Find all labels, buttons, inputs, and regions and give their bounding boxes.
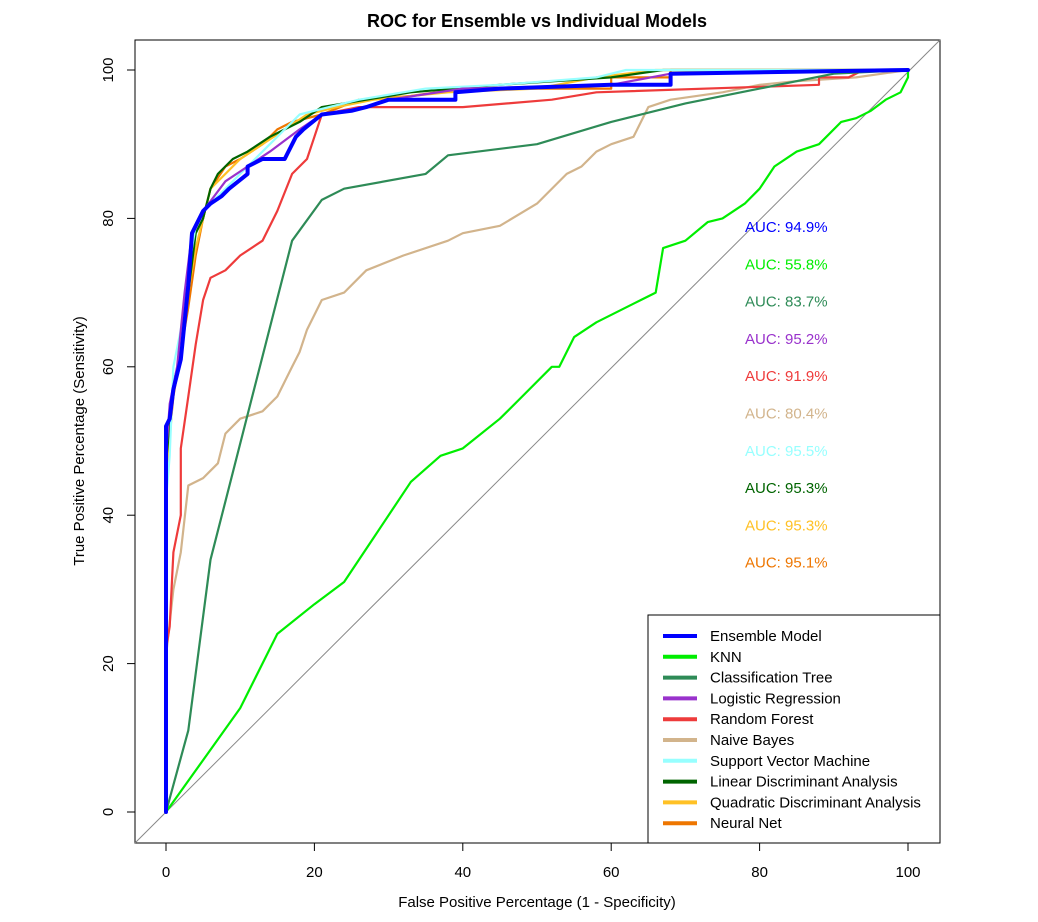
legend-label: Random Forest [710,711,814,728]
y-axis: 0 20 40 60 80 100 [100,57,136,816]
auc-labels: AUC: 94.9% AUC: 55.8% AUC: 83.7% AUC: 95.2%… [745,219,828,572]
auc-label: AUC: 80.4% [745,406,828,423]
x-axis-label: False Positive Percentage (1 - Specifici… [398,894,676,911]
legend: Ensemble Model KNN Classification Tree Logi… [647,614,941,844]
legend-label: Quadratic Discriminant Analysis [710,794,921,811]
series-layer [164,68,910,814]
x-tick-label: 80 [751,864,768,881]
series-line-random-forest [164,68,865,814]
legend-label: Neural Net [710,815,783,832]
legend-label: KNN [710,649,742,666]
auc-label: AUC: 95.1% [745,555,828,572]
y-tick-label: 40 [100,507,117,524]
auc-label: AUC: 94.9% [745,219,828,236]
x-tick-label: 100 [895,864,920,881]
y-tick-label: 80 [100,210,117,227]
auc-label: AUC: 55.8% [745,256,828,273]
auc-label: AUC: 83.7% [745,294,828,311]
auc-label: AUC: 95.5% [745,443,828,460]
auc-label: AUC: 95.3% [745,480,828,497]
series-line-knn [164,68,910,814]
y-tick-label: 60 [100,358,117,375]
diagonal-reference-line [134,39,941,844]
auc-label: AUC: 95.2% [745,331,828,348]
legend-label: Support Vector Machine [710,753,870,770]
plot-area [134,39,941,844]
x-tick-label: 40 [454,864,471,881]
y-tick-label: 100 [100,57,117,82]
legend-label: Naive Bayes [710,732,794,749]
series-line-classification-tree [164,68,910,814]
y-tick-label: 0 [100,808,117,816]
y-axis-label: True Positive Percentage (Sensitivity) [71,316,88,566]
legend-box [647,614,941,844]
series-line-ensemble-model [164,68,910,814]
auc-label: AUC: 95.3% [745,517,828,534]
legend-label: Ensemble Model [710,628,822,645]
chart-title: ROC for Ensemble vs Individual Models [367,11,707,31]
x-tick-label: 0 [162,864,170,881]
auc-label: AUC: 91.9% [745,368,828,385]
legend-label: Linear Discriminant Analysis [710,774,898,791]
x-axis: 0 20 40 60 80 100 [162,842,921,881]
y-tick-label: 20 [100,655,117,672]
series-line-naive-bayes [164,68,910,814]
legend-label: Logistic Regression [710,690,841,707]
x-tick-label: 20 [306,864,323,881]
legend-label: Classification Tree [710,670,833,687]
x-tick-label: 60 [603,864,620,881]
